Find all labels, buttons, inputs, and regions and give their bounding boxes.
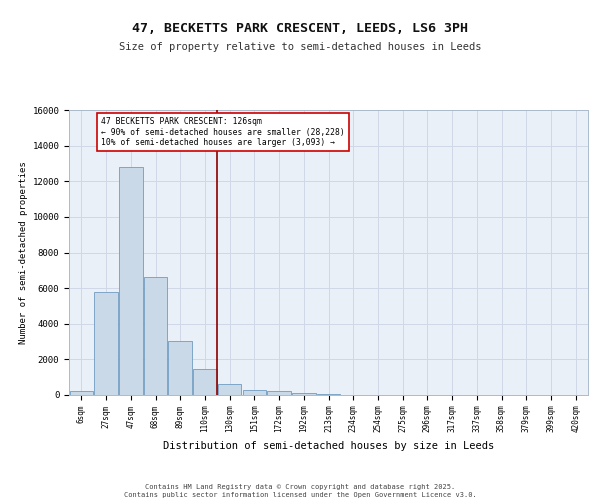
X-axis label: Distribution of semi-detached houses by size in Leeds: Distribution of semi-detached houses by …: [163, 441, 494, 451]
Bar: [193, 369, 217, 395]
Bar: [218, 384, 241, 395]
Bar: [169, 340, 192, 395]
Bar: [94, 292, 118, 395]
Bar: [70, 390, 93, 395]
Y-axis label: Number of semi-detached properties: Number of semi-detached properties: [19, 161, 28, 344]
Bar: [317, 394, 340, 395]
Text: 47 BECKETTS PARK CRESCENT: 126sqm
← 90% of semi-detached houses are smaller (28,: 47 BECKETTS PARK CRESCENT: 126sqm ← 90% …: [101, 117, 345, 147]
Bar: [242, 390, 266, 395]
Bar: [292, 392, 316, 395]
Text: 47, BECKETTS PARK CRESCENT, LEEDS, LS6 3PH: 47, BECKETTS PARK CRESCENT, LEEDS, LS6 3…: [132, 22, 468, 36]
Text: Contains HM Land Registry data © Crown copyright and database right 2025.
Contai: Contains HM Land Registry data © Crown c…: [124, 484, 476, 498]
Bar: [268, 392, 291, 395]
Text: Size of property relative to semi-detached houses in Leeds: Size of property relative to semi-detach…: [119, 42, 481, 52]
Bar: [119, 167, 143, 395]
Bar: [144, 278, 167, 395]
